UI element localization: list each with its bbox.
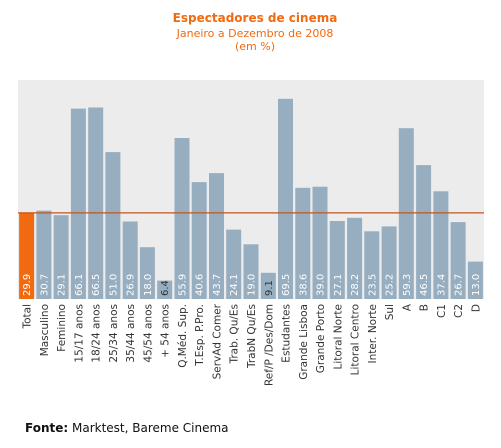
bar — [191, 182, 207, 299]
category-label: Litoral Norte — [332, 304, 344, 370]
source-text: Marktest, Bareme Cinema — [72, 421, 229, 435]
bar-value-label: 6.4 — [160, 280, 171, 296]
bar-value-label: 30.7 — [39, 274, 50, 296]
bar-chart: Espectadores de cinema Janeiro a Dezembr… — [18, 11, 484, 386]
bar — [467, 261, 483, 299]
category-label: T.Esp. P.Pro. — [194, 304, 206, 367]
category-label: 18/24 anos — [91, 304, 103, 363]
category-label: Feminino — [56, 304, 68, 352]
bar — [36, 210, 52, 299]
bar-value-label: 9.1 — [264, 280, 275, 296]
bar — [19, 212, 35, 299]
bar — [53, 215, 69, 299]
bar — [364, 231, 380, 299]
bar — [398, 128, 414, 299]
bar — [347, 217, 363, 299]
bar-value-label: 19.0 — [247, 274, 258, 296]
category-label: Litoral Centro — [350, 304, 362, 375]
category-label: + 54 anos — [160, 304, 172, 358]
category-label: C2 — [453, 304, 465, 318]
category-label: Sul — [384, 304, 396, 320]
bar-value-label: 40.6 — [195, 274, 206, 296]
bar-value-label: 26.9 — [126, 274, 137, 296]
source-note: Fonte: Marktest, Bareme Cinema — [25, 421, 229, 435]
category-label: Masculino — [39, 304, 51, 356]
bar-value-label: 26.7 — [454, 274, 465, 296]
bar-value-label: 46.5 — [419, 274, 430, 296]
bar — [88, 107, 104, 299]
bar — [243, 244, 259, 299]
bar — [105, 152, 121, 299]
bar-value-label: 39.0 — [316, 274, 327, 296]
bar-value-label: 43.7 — [212, 274, 223, 296]
bars-group — [19, 98, 483, 299]
bar-value-label: 51.0 — [108, 274, 119, 296]
bar-value-label: 18.0 — [143, 274, 154, 296]
category-label: Grande Lisboa — [298, 304, 310, 380]
category-label: Total — [22, 304, 34, 330]
chart-unit-label: (em %) — [235, 40, 275, 53]
category-label: Grande Porto — [315, 304, 327, 373]
bar-value-label: 55.9 — [177, 274, 188, 296]
bar — [260, 272, 276, 299]
bar-value-label: 25.2 — [385, 274, 396, 296]
bar — [312, 186, 328, 299]
bar — [70, 108, 86, 299]
bar-value-label: 29.9 — [22, 274, 33, 296]
bar — [416, 165, 432, 299]
category-label: Ref/P /Des/Dom — [263, 304, 275, 386]
bar — [209, 173, 224, 299]
bar — [329, 221, 345, 299]
category-label: 25/34 anos — [108, 304, 120, 363]
bar — [226, 229, 242, 299]
bar-value-label: 29.1 — [57, 274, 68, 296]
category-label: 35/44 anos — [125, 304, 137, 363]
category-label: B — [419, 304, 431, 311]
bar — [278, 98, 293, 299]
bar — [433, 191, 449, 299]
bar — [157, 280, 173, 299]
bar-value-label: 59.3 — [402, 274, 413, 296]
category-labels-group: Total Masculino Feminino 15/17 anos 18/24 an… — [22, 303, 483, 386]
category-label: Inter. Norte — [367, 304, 379, 364]
bar-value-label: 66.1 — [74, 274, 85, 296]
category-label: A — [401, 303, 413, 311]
value-labels-group: 29.9 30.7 29.1 66.1 66.5 51.0 26.9 18.0 6.4 55.9 4… — [22, 274, 482, 296]
category-label: ServAd Comer — [211, 303, 223, 379]
bar — [139, 247, 155, 299]
bar — [450, 222, 466, 299]
bar — [122, 221, 138, 299]
bar-value-label: 28.2 — [350, 274, 361, 296]
bar-value-label: 66.5 — [91, 274, 102, 296]
bar — [381, 226, 397, 299]
category-label: 15/17 anos — [73, 304, 85, 363]
bar-value-label: 23.5 — [367, 274, 378, 296]
bar-value-label: 27.1 — [333, 274, 344, 296]
category-label: TrabN Qu/Es — [246, 304, 258, 369]
category-label: Estudantes — [281, 304, 293, 363]
category-label: Trab. Qu/Es — [229, 304, 241, 365]
category-label: D — [470, 304, 482, 312]
bar — [295, 187, 311, 299]
chart-subtitle: Janeiro a Dezembro de 2008 — [176, 27, 334, 40]
bar-value-label: 37.4 — [436, 274, 447, 296]
bar-value-label: 69.5 — [281, 274, 292, 296]
category-label: Q.Méd. Sup. — [177, 304, 189, 368]
bar-value-label: 13.0 — [471, 274, 482, 296]
chart-title: Espectadores de cinema — [173, 11, 338, 25]
bar-value-label: 38.6 — [298, 274, 309, 296]
bar — [174, 138, 190, 299]
source-label: Fonte: — [25, 421, 69, 435]
category-label: 45/54 anos — [142, 304, 154, 363]
bar-value-label: 24.1 — [229, 274, 240, 296]
category-label: C1 — [436, 304, 448, 318]
